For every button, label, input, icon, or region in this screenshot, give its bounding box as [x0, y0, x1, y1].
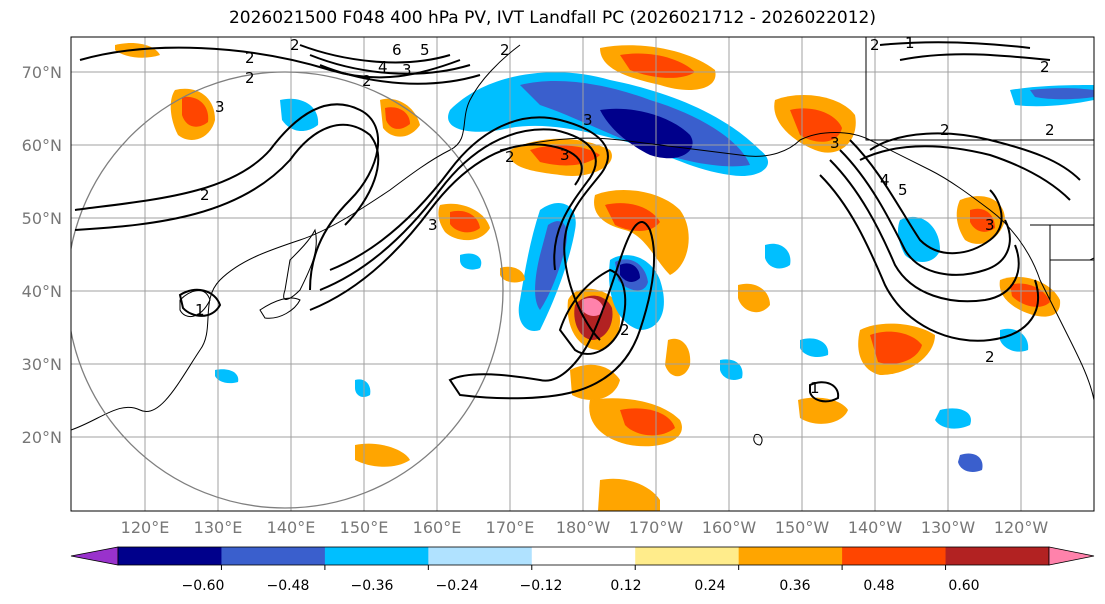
contour-label: 2 [940, 121, 950, 139]
contour-label: 2 [620, 321, 630, 339]
lat-label: 50°N [22, 209, 62, 228]
contour-label: 1 [905, 34, 915, 52]
colorbar-segment [428, 547, 533, 565]
map-title: 2026021500 F048 400 hPa PV, IVT Landfall… [228, 8, 876, 28]
colorbar-tick-label: 0.60 [948, 578, 979, 594]
map-border [70, 36, 1095, 512]
lon-label: 160°E [413, 518, 462, 537]
contour-label: 2 [290, 36, 300, 54]
contour-label: 2 [500, 41, 510, 59]
contour-label: 6 [392, 41, 402, 59]
colorbar-segment [842, 547, 947, 565]
colorbar-segment [738, 547, 843, 565]
colorbar-segment [531, 547, 636, 565]
lon-label: 120°W [994, 518, 1049, 537]
contour-label: 3 [428, 216, 438, 234]
contour-label: 3 [985, 216, 995, 234]
contour-label: 1 [195, 301, 205, 319]
contour-label: 2 [505, 148, 515, 166]
lat-label: 30°N [22, 355, 62, 374]
landfall-circle [71, 71, 504, 509]
lon-label: 120°E [121, 518, 170, 537]
colorbar-tick-label: −0.48 [267, 578, 310, 594]
lon-label: 170°W [629, 518, 684, 537]
contour-label: 3 [215, 98, 225, 116]
colorbar-tick-label: 0.48 [863, 578, 894, 594]
colorbar-segment [221, 547, 326, 565]
contour-label: 1 [810, 379, 820, 397]
lon-label: 150°E [340, 518, 389, 537]
graticule [71, 37, 1094, 511]
contour-label: 2 [1045, 121, 1055, 139]
colorbar: −0.60 −0.48 −0.36 −0.24 −0.12 0.12 0.24 … [70, 546, 1095, 594]
contour-label: 5 [420, 41, 430, 59]
colorbar-tick-label: −0.12 [520, 578, 563, 594]
colorbar-tick-label: 0.24 [694, 578, 725, 594]
contour-label: 4 [880, 171, 890, 189]
colorbar-extend-high [1048, 546, 1095, 566]
lat-label: 60°N [22, 136, 62, 155]
colorbar-segment [324, 547, 429, 565]
contour-label: 2 [1040, 58, 1050, 76]
contour-label: 3 [583, 111, 593, 129]
contour-label: 2 [245, 49, 255, 67]
contour-label: 2 [362, 72, 372, 90]
lon-label: 140°W [848, 518, 903, 537]
lon-label: 130°E [194, 518, 243, 537]
contour-labels: 2 2 3 2 2 6 5 4 3 2 2 3 3 3 2 2 2 2 1 3 … [195, 34, 1055, 397]
colorbar-tick-label: 0.12 [610, 578, 641, 594]
contour-label: 2 [870, 36, 880, 54]
lon-label: 150°W [775, 518, 830, 537]
lat-label: 40°N [22, 282, 62, 301]
contour-label: 3 [830, 134, 840, 152]
lat-label: 70°N [22, 63, 62, 82]
lon-label: 170°E [486, 518, 535, 537]
latitude-labels: 70°N 60°N 50°N 40°N 30°N 20°N [22, 63, 62, 447]
lon-label: 180°W [556, 518, 611, 537]
contour-label: 4 [378, 58, 388, 76]
colorbar-tick-label: 0.36 [779, 578, 810, 594]
colorbar-tick-label: −0.36 [351, 578, 394, 594]
ivt-contours [74, 41, 1081, 403]
colorbar-segment [945, 547, 1050, 565]
contour-label: 2 [985, 348, 995, 366]
colorbar-tick-label: −0.24 [436, 578, 479, 594]
lat-label: 20°N [22, 428, 62, 447]
colorbar-extend-low [70, 546, 119, 566]
contour-label: 3 [402, 61, 412, 79]
colorbar-segment [118, 547, 222, 565]
lon-label: 160°W [702, 518, 757, 537]
contour-label: 2 [200, 186, 210, 204]
contour-label: 3 [560, 146, 570, 164]
lon-label: 130°W [921, 518, 976, 537]
longitude-labels: 120°E 130°E 140°E 150°E 160°E 170°E 180°… [121, 518, 1049, 537]
colorbar-tick-label: −0.60 [182, 578, 225, 594]
colorbar-segment [635, 547, 740, 565]
lon-label: 140°E [267, 518, 316, 537]
contour-label: 2 [245, 69, 255, 87]
contour-label: 5 [898, 181, 908, 199]
coastlines [71, 37, 1094, 446]
